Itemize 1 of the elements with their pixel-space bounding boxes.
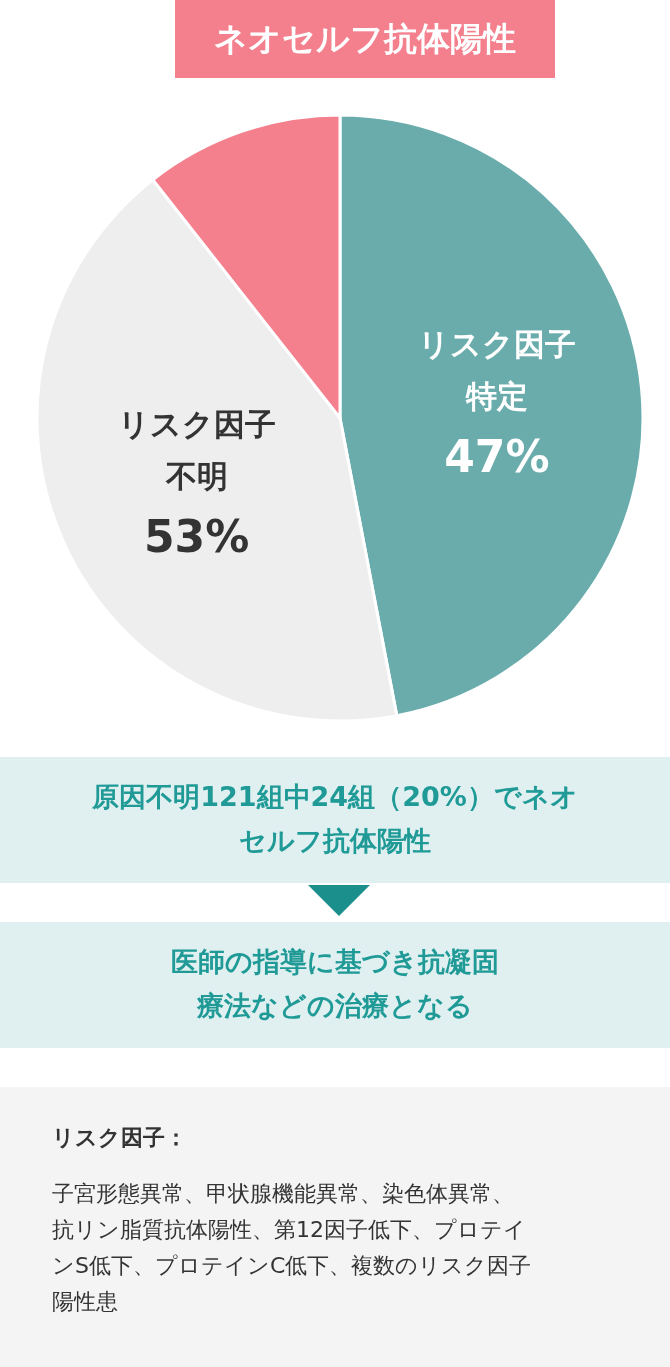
callout-label: ネオセルフ抗体陽性	[175, 0, 555, 78]
